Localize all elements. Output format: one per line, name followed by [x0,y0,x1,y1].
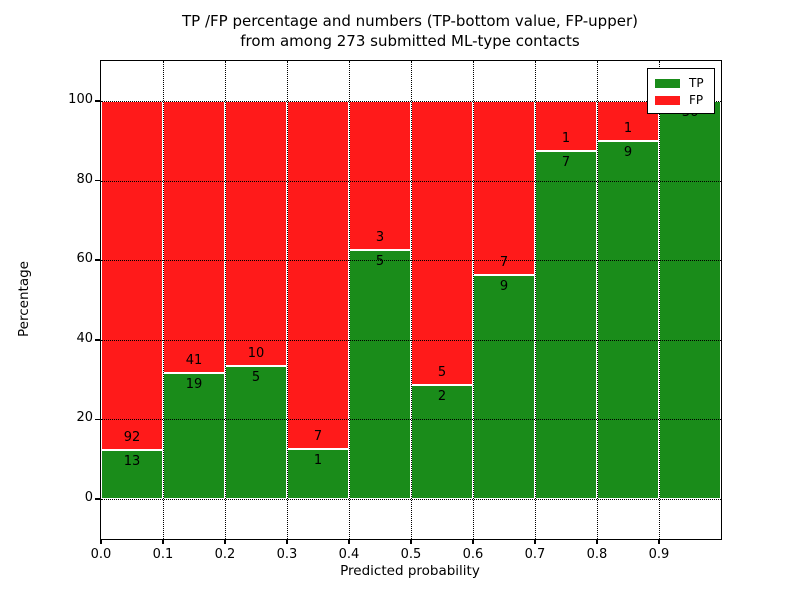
chart-title-line1: TP /FP percentage and numbers (TP-bottom… [182,12,638,30]
vertical-gridline [287,61,288,539]
vertical-gridline [411,61,412,539]
tp-count-label: 13 [123,453,141,469]
tp-count-label: 9 [623,144,633,160]
tp-count-label: 7 [561,154,571,170]
fp-legend-label: FP [689,93,704,107]
x-axis-label: Predicted probability [340,563,480,579]
x-tick-label: 0.3 [276,547,298,562]
x-tick-label: 0.5 [400,547,422,562]
tp-count-label: 5 [251,370,261,386]
x-tick-mark [658,539,660,544]
vertical-gridline [349,61,350,539]
tp-legend-swatch [655,78,680,88]
vertical-gridline [473,61,474,539]
x-tick-label: 0.7 [524,547,546,562]
fp-bar-segment [287,101,349,450]
fp-count-label: 5 [437,365,447,381]
tp-bar-segment [349,250,411,499]
vertical-gridline [659,61,660,539]
y-tick-label: 40 [76,330,93,346]
x-tick-label: 0.9 [648,547,670,562]
x-tick-mark [596,539,598,544]
x-tick-mark [472,539,474,544]
fp-bar-segment [349,101,411,251]
vertical-gridline [597,61,598,539]
legend-entry-fp: FP [655,92,708,108]
x-tick-label: 0.6 [462,547,484,562]
tp-legend-label: TP [689,76,704,90]
y-tick-mark [94,259,100,261]
fp-count-label: 92 [123,429,141,445]
y-tick-mark [94,100,100,102]
tp-bar-segment [101,449,163,499]
tp-bar-segment [473,275,535,499]
legend: TP FP [647,68,715,114]
tp-count-label: 1 [313,453,323,469]
fp-bar-segment [225,101,287,367]
legend-entry-tp: TP [655,75,708,91]
vertical-gridline [225,61,226,539]
fp-legend-swatch [655,95,680,105]
fp-count-label: 10 [247,346,265,362]
fp-bar-segment [163,101,225,373]
x-tick-mark [410,539,412,544]
y-tick-mark [94,179,100,182]
y-tick-label: 0 [84,490,93,505]
chart-title: TP /FP percentage and numbers (TP-bottom… [100,11,720,51]
x-tick-label: 0.2 [214,547,236,562]
tp-bar-segment [659,101,721,499]
x-tick-label: 0.4 [338,547,360,562]
y-tick-mark [94,339,100,341]
tp-count-label: 19 [185,376,203,392]
x-tick-label: 0.0 [90,547,112,562]
y-tick-label: 20 [76,410,93,426]
tp-count-label: 5 [375,254,385,270]
fp-count-label: 3 [375,230,385,246]
tp-bar-segment [163,372,225,499]
y-tick-label: 60 [76,251,93,267]
vertical-gridline [535,61,536,539]
tp-bar-segment [287,449,349,499]
y-tick-label: 100 [68,92,93,107]
x-tick-mark [348,539,350,544]
y-tick-mark [94,498,100,500]
fp-count-label: 7 [313,429,323,445]
tp-count-label: 2 [437,389,447,405]
fp-bar-segment [411,101,473,386]
fp-bar-segment [101,101,163,450]
x-tick-mark [534,539,536,544]
x-tick-mark [286,539,288,544]
chart-title-line2: from among 273 submitted ML-type contact… [240,32,580,50]
x-tick-mark [224,539,226,544]
x-tick-mark [162,539,164,544]
fp-count-label: 1 [561,130,571,146]
tp-bar-segment [535,150,597,499]
x-tick-mark [100,539,102,544]
x-tick-label: 0.1 [152,547,174,562]
tp-count-label: 9 [499,279,509,295]
vertical-gridline [163,61,164,539]
fp-bar-segment [473,101,535,276]
x-tick-label: 0.8 [586,547,608,562]
y-tick-label: 80 [76,171,93,187]
fp-count-label: 1 [623,120,633,136]
y-axis-label: Percentage [16,261,32,337]
y-tick-mark [94,418,100,421]
fp-count-label: 7 [499,255,509,271]
tp-bar-segment [597,140,659,499]
fp-count-label: 41 [185,352,203,368]
